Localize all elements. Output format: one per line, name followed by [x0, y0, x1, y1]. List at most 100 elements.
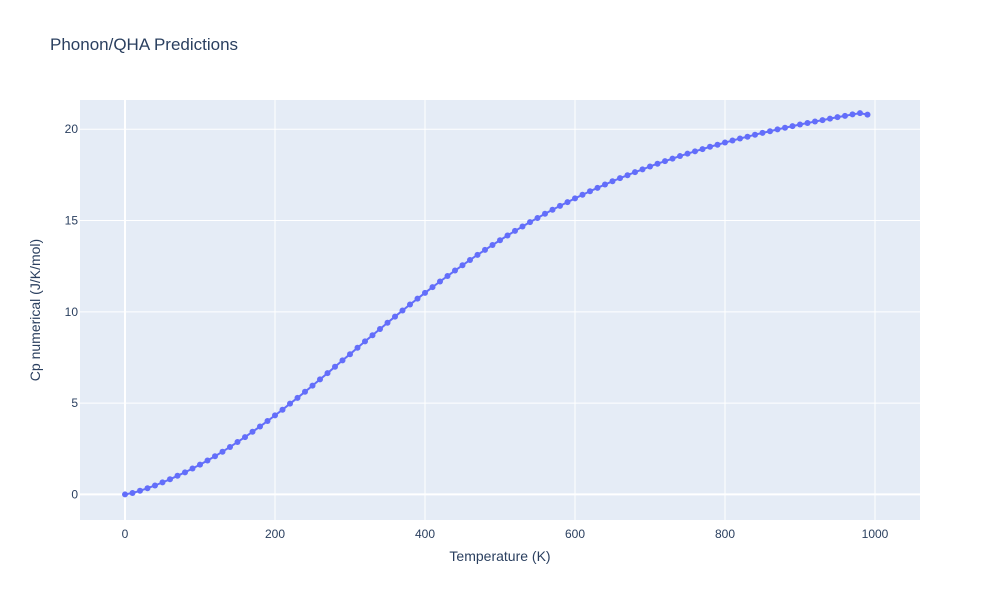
data-point [227, 443, 233, 450]
data-point [722, 139, 728, 146]
data-point [384, 319, 391, 326]
data-point [699, 146, 706, 153]
data-point [159, 479, 166, 486]
data-point [152, 482, 158, 489]
data-point [264, 418, 271, 425]
data-point [557, 202, 563, 209]
data-point [654, 160, 661, 167]
data-point [189, 465, 196, 472]
series-layer [122, 110, 871, 498]
y-tick-label: 5 [71, 396, 78, 410]
y-tick-label: 20 [65, 122, 79, 136]
data-point [294, 394, 301, 401]
data-point [564, 199, 571, 206]
data-point [452, 267, 458, 274]
data-point [602, 181, 608, 188]
data-point [167, 476, 173, 483]
data-point [857, 110, 863, 117]
data-point [549, 206, 556, 213]
data-point [744, 133, 751, 140]
data-point [219, 448, 226, 455]
data-point [339, 357, 346, 364]
data-point [242, 434, 248, 441]
x-tick-label: 1000 [862, 527, 889, 541]
data-point [497, 237, 503, 244]
data-point [819, 117, 826, 124]
data-point [714, 141, 721, 148]
y-tick-label: 10 [65, 305, 79, 319]
data-point [684, 150, 691, 157]
data-point [789, 123, 796, 130]
data-point [512, 227, 518, 234]
data-point [489, 241, 496, 248]
data-point [842, 112, 848, 119]
data-point [399, 307, 406, 314]
x-tick-label: 200 [265, 527, 285, 541]
data-point [129, 489, 136, 496]
data-point [707, 143, 713, 150]
data-point [774, 126, 781, 133]
data-point [122, 491, 128, 498]
tick-label-layer: 0 200 400 600 800 1000 0 5 10 15 20 [65, 122, 889, 541]
data-point [834, 114, 841, 121]
data-point [812, 118, 818, 125]
data-point [234, 439, 241, 446]
data-point [864, 111, 871, 118]
x-axis-title: Temperature (K) [449, 548, 550, 564]
data-point [309, 382, 316, 389]
data-point [804, 120, 811, 127]
data-point [647, 163, 653, 170]
data-point [639, 166, 646, 173]
data-point [204, 457, 211, 464]
data-point [737, 135, 743, 142]
data-point [272, 412, 278, 419]
data-point [579, 191, 586, 198]
data-point [759, 129, 766, 136]
data-point [519, 223, 526, 230]
data-point [174, 472, 181, 479]
grid-layer [80, 100, 920, 520]
data-point [354, 344, 361, 351]
data-point [692, 148, 698, 155]
data-point [467, 256, 473, 263]
x-tick-label: 0 [122, 527, 129, 541]
data-point [617, 175, 623, 182]
series-line [124, 112, 868, 496]
data-point [249, 428, 256, 435]
data-point [444, 273, 451, 280]
data-point [407, 301, 413, 308]
data-point [197, 461, 203, 468]
data-point [422, 289, 428, 296]
y-tick-label: 15 [65, 214, 79, 228]
data-point [369, 332, 376, 339]
data-point [662, 158, 668, 165]
data-point [504, 232, 511, 239]
data-point [797, 121, 803, 128]
data-point [429, 284, 436, 291]
data-point [624, 172, 631, 179]
y-axis-title: Cp numerical (J/K/mol) [27, 239, 43, 381]
data-point [144, 485, 151, 492]
data-point [782, 124, 788, 131]
y-tick-label: 0 [71, 487, 78, 501]
data-point [572, 195, 578, 202]
data-point [534, 214, 541, 221]
data-point [414, 295, 421, 302]
data-point [324, 370, 331, 377]
data-point [474, 251, 481, 258]
data-point [279, 406, 286, 413]
data-point [257, 423, 263, 430]
data-point [594, 184, 601, 191]
x-tick-label: 600 [565, 527, 585, 541]
data-point [182, 469, 188, 476]
data-point [729, 137, 736, 144]
data-point [669, 155, 676, 162]
data-point [437, 278, 443, 285]
data-point [287, 400, 293, 407]
data-point [317, 376, 323, 383]
chart-title: Phonon/QHA Predictions [50, 35, 238, 54]
data-point [849, 111, 856, 118]
data-point [392, 313, 398, 320]
